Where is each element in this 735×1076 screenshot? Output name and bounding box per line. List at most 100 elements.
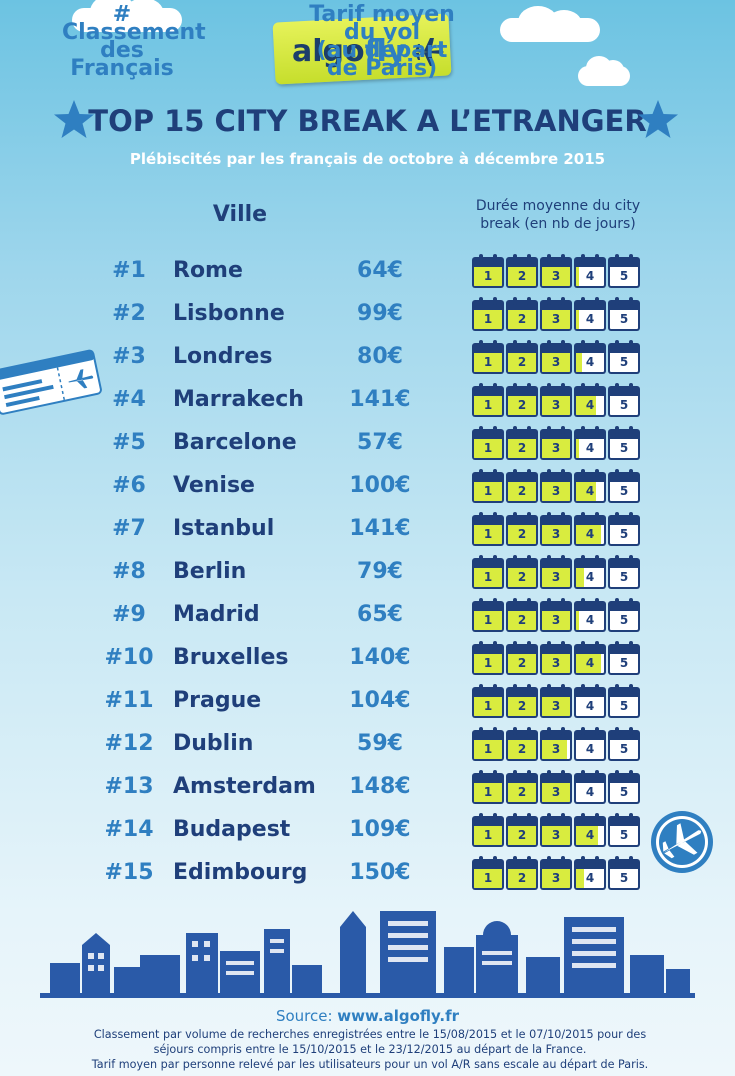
day-number: 3 <box>551 656 561 670</box>
duration-fill <box>474 654 502 673</box>
duration-bar: 1 2 3 4 5 <box>472 598 644 634</box>
calendar-day-icon: 1 <box>472 641 504 675</box>
day-number: 2 <box>517 871 527 885</box>
algofly-logo: algofly <box>272 12 462 85</box>
calendar-day-icon: 4 <box>574 598 606 632</box>
calendar-day-icon: 4 <box>574 555 606 589</box>
day-number: 4 <box>585 312 595 326</box>
duration-bar: 1 2 3 4 5 <box>472 340 644 376</box>
day-number: 5 <box>619 785 629 799</box>
calendar-day-icon: 1 <box>472 469 504 503</box>
day-number: 3 <box>551 871 561 885</box>
day-number: 5 <box>619 871 629 885</box>
rank-label: #12 <box>104 731 154 756</box>
duration-fill <box>542 697 570 716</box>
day-number: 1 <box>483 484 493 498</box>
duration-fill <box>576 439 579 458</box>
day-number: 1 <box>483 269 493 283</box>
day-number: 2 <box>517 613 527 627</box>
calendar-day-icon: 2 <box>506 254 538 288</box>
table-row: #1 Rome 64€ 1 2 3 4 5 <box>0 252 735 295</box>
duration-fill <box>474 525 502 544</box>
duration-bar: 1 2 3 4 5 <box>472 856 644 892</box>
duration-bar: 1 2 3 4 5 <box>472 813 644 849</box>
city-label: Rome <box>173 258 243 283</box>
day-number: 1 <box>483 785 493 799</box>
duration-fill <box>542 396 570 415</box>
methodology-note: Classement par volume de recherches enre… <box>60 1027 680 1072</box>
calendar-day-icon: 1 <box>472 770 504 804</box>
calendar-day-icon: 2 <box>506 469 538 503</box>
table-row: #7 Istanbul 141€ 1 2 3 4 5 <box>0 510 735 553</box>
calendar-day-icon: 2 <box>506 426 538 460</box>
duration-fill <box>508 697 536 716</box>
day-number: 1 <box>483 742 493 756</box>
calendar-day-icon: 1 <box>472 297 504 331</box>
duration-fill <box>576 568 585 587</box>
page-subtitle: Plébiscités par les français de octobre … <box>129 150 606 168</box>
table-row: #4 Marrakech 141€ 1 2 3 4 5 <box>0 381 735 424</box>
day-number: 4 <box>585 269 595 283</box>
day-number: 4 <box>585 570 595 584</box>
header-rank-line2: des Français <box>70 38 174 81</box>
duration-bar: 1 2 3 4 5 <box>472 426 644 462</box>
city-label: Londres <box>173 344 273 369</box>
duration-fill <box>474 396 502 415</box>
star-icon <box>638 100 678 138</box>
rank-label: #13 <box>104 774 154 799</box>
day-number: 1 <box>483 570 493 584</box>
table-row: #5 Barcelone 57€ 1 2 3 4 5 <box>0 424 735 467</box>
duration-fill <box>542 310 570 329</box>
duration-fill <box>542 869 570 888</box>
duration-fill <box>508 740 536 759</box>
calendar-day-icon: 5 <box>608 641 640 675</box>
day-number: 2 <box>517 527 527 541</box>
calendar-day-icon: 4 <box>574 383 606 417</box>
day-number: 1 <box>483 441 493 455</box>
duration-bar: 1 2 3 4 5 <box>472 469 644 505</box>
day-number: 5 <box>619 828 629 842</box>
table-row: #11 Prague 104€ 1 2 3 4 5 <box>0 682 735 725</box>
calendar-day-icon: 4 <box>574 469 606 503</box>
calendar-day-icon: 2 <box>506 641 538 675</box>
price-label: 140€ <box>349 645 411 670</box>
duration-fill <box>508 310 536 329</box>
calendar-day-icon: 5 <box>608 297 640 331</box>
day-number: 5 <box>619 699 629 713</box>
table-row: #14 Budapest 109€ 1 2 3 4 5 <box>0 811 735 854</box>
day-number: 2 <box>517 699 527 713</box>
table-row: #2 Lisbonne 99€ 1 2 3 4 5 <box>0 295 735 338</box>
duration-fill <box>542 568 570 587</box>
day-number: 5 <box>619 484 629 498</box>
city-label: Budapest <box>173 817 291 842</box>
duration-fill <box>508 783 536 802</box>
city-label: Istanbul <box>173 516 275 541</box>
calendar-day-icon: 3 <box>540 555 572 589</box>
calendar-day-icon: 5 <box>608 598 640 632</box>
day-number: 3 <box>551 312 561 326</box>
duration-fill <box>508 353 536 372</box>
duration-fill <box>474 611 502 630</box>
price-label: 100€ <box>349 473 411 498</box>
calendar-day-icon: 3 <box>540 512 572 546</box>
note-line-3: Tarif moyen par personne relevé par les … <box>91 1058 649 1071</box>
duration-fill <box>474 783 502 802</box>
rank-label: #3 <box>112 344 146 369</box>
calendar-day-icon: 4 <box>574 684 606 718</box>
duration-bar: 1 2 3 4 5 <box>472 254 644 290</box>
day-number: 5 <box>619 570 629 584</box>
price-label: 65€ <box>357 602 403 627</box>
city-label: Barcelone <box>173 430 297 455</box>
day-number: 5 <box>619 527 629 541</box>
day-number: 5 <box>619 355 629 369</box>
duration-fill <box>474 482 502 501</box>
city-label: Marrakech <box>173 387 304 412</box>
header-duration-line1: Durée moyenne du city <box>475 198 641 214</box>
calendar-day-icon: 3 <box>540 813 572 847</box>
calendar-day-icon: 4 <box>574 340 606 374</box>
source-link[interactable]: www.algofly.fr <box>337 1007 460 1025</box>
note-line-1: Classement par volume de recherches enre… <box>93 1028 647 1041</box>
duration-fill <box>474 697 502 716</box>
day-number: 1 <box>483 355 493 369</box>
day-number: 4 <box>585 828 595 842</box>
